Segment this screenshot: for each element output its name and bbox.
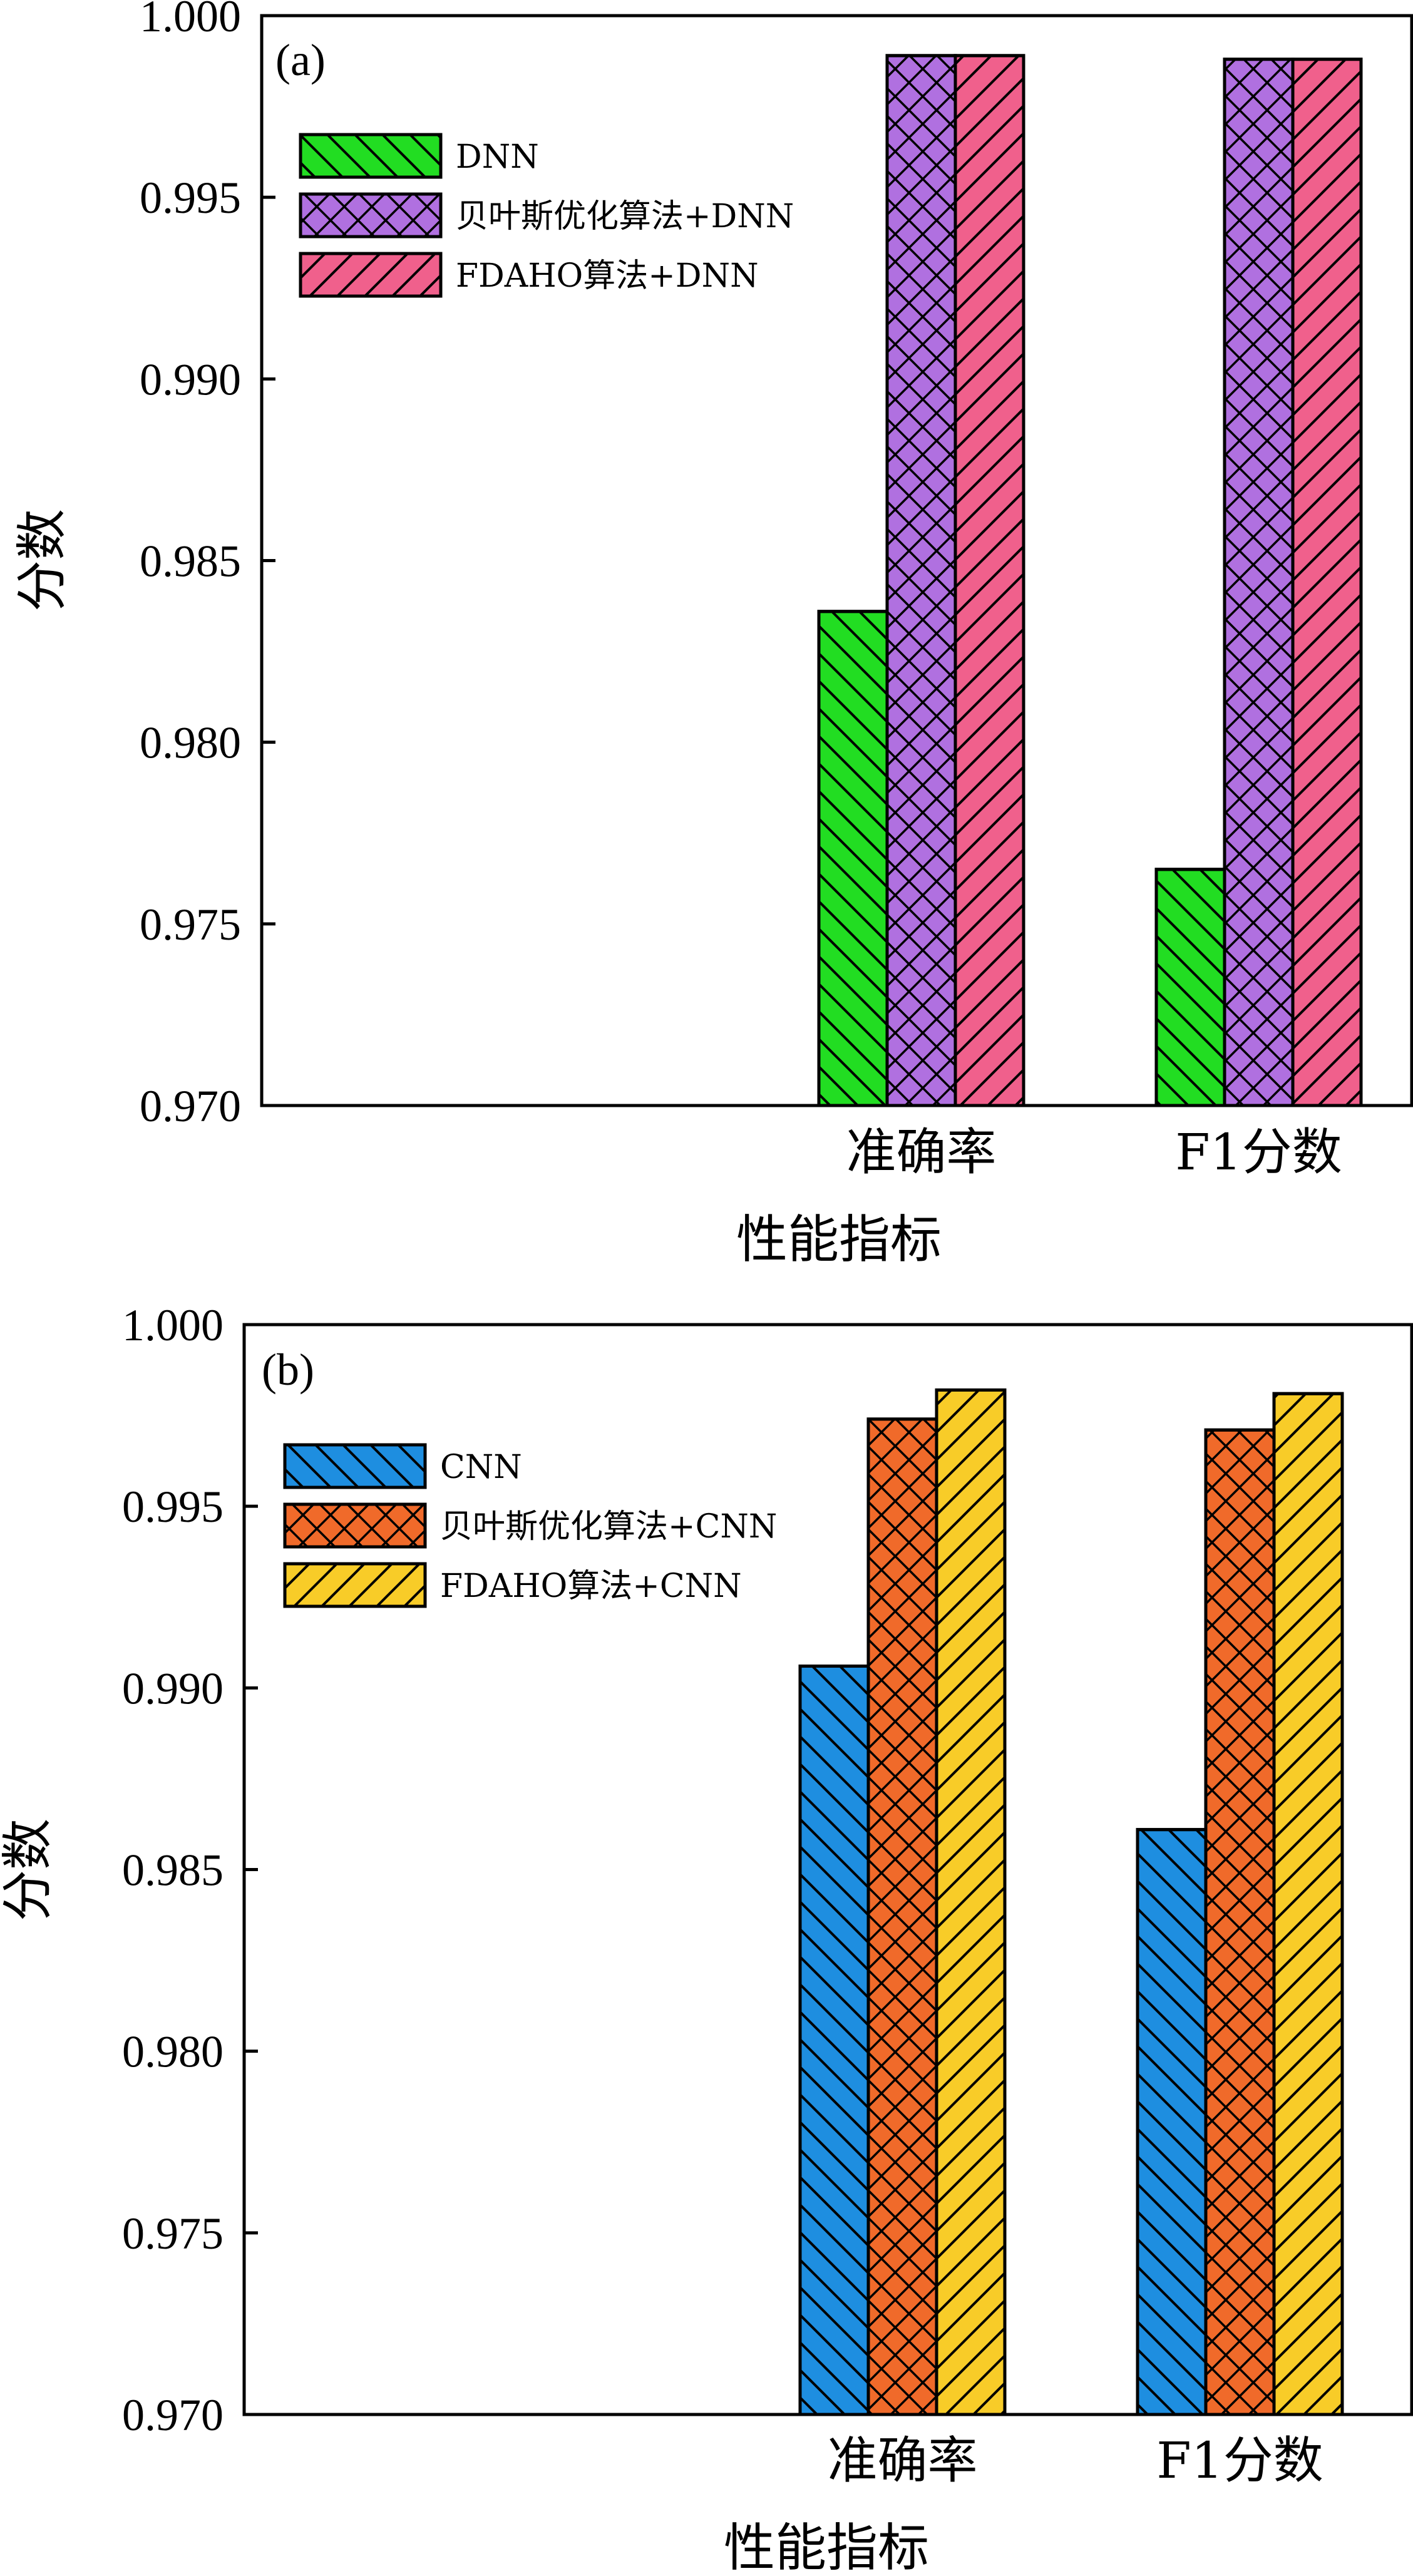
legend-label: 贝叶斯优化算法+CNN	[440, 1508, 777, 1546]
y-tick-label: 0.980	[140, 718, 241, 768]
panel-a-xticks: 准确率 F1分数	[846, 1123, 1342, 1181]
bar-hatch	[953, 54, 1025, 1107]
y-tick-label: 0.995	[122, 1482, 224, 1532]
y-tick-label: 1.000	[140, 0, 241, 41]
legend-item: FDAHO算法+DNN	[299, 252, 759, 298]
legend-label: 贝叶斯优化算法+DNN	[456, 198, 794, 235]
bar-hatch	[817, 610, 889, 1107]
legend-swatch-dnn-hatch	[299, 133, 443, 179]
bar-hatch	[1223, 58, 1295, 1107]
panel-b: 0.970 0.975 0.980 0.985 0.990 0.995 1.000 准确率 F…	[0, 1300, 1413, 2576]
panel-a-legend: DNN 贝叶斯优化算法+DNN FDAHO算法+DNN	[299, 133, 794, 298]
bar-hatch	[1154, 868, 1226, 1107]
legend-swatch-fdaho-dnn-hatch	[299, 252, 443, 298]
y-tick-label: 0.980	[122, 2027, 224, 2077]
panel-a-label: (a)	[275, 35, 326, 85]
legend-label: FDAHO算法+DNN	[456, 257, 759, 295]
y-tick-label: 0.990	[140, 354, 241, 404]
panel-a-bars	[817, 54, 1363, 1107]
bar-hatch	[1204, 1428, 1276, 2416]
panel-a-plot-frame	[260, 14, 1413, 1107]
legend-swatch-bayes-dnn-hatch	[299, 192, 443, 239]
bar-hatch	[1272, 1392, 1344, 2416]
panel-b-label: (b)	[262, 1345, 314, 1395]
legend-label: DNN	[456, 138, 539, 176]
x-tick-label: F1分数	[1156, 2431, 1323, 2490]
panel-b-plot-frame	[242, 1323, 1413, 2416]
panel-a-yticks: 0.970 0.975 0.980 0.985 0.990 0.995 1.000	[140, 0, 275, 1131]
panel-b-bars	[798, 1388, 1344, 2416]
x-tick-label: 准确率	[828, 2431, 978, 2490]
bar-hatch	[1291, 58, 1363, 1107]
bar-hatch	[1136, 1828, 1208, 2416]
legend-item: DNN	[299, 133, 539, 179]
panel-b-yticks: 0.970 0.975 0.980 0.985 0.990 0.995 1.000	[122, 1300, 258, 2440]
y-tick-label: 0.975	[122, 2209, 224, 2259]
y-tick-label: 0.990	[122, 1663, 224, 1713]
legend-swatch-fdaho-cnn-hatch	[283, 1562, 427, 1608]
legend-swatch-bayes-cnn-hatch	[283, 1502, 427, 1549]
y-tick-label: 0.985	[140, 536, 241, 587]
panel-b-legend: CNN 贝叶斯优化算法+CNN FDAHO算法+CNN	[283, 1443, 777, 1608]
bar-hatch	[935, 1388, 1007, 2416]
y-tick-label: 0.985	[122, 1845, 224, 1896]
legend-item: 贝叶斯优化算法+DNN	[299, 192, 794, 239]
x-tick-label: F1分数	[1175, 1123, 1342, 1181]
y-tick-label: 0.970	[122, 2390, 224, 2440]
bar-hatch	[866, 1417, 938, 2416]
y-tick-label: 1.000	[122, 1300, 224, 1350]
legend-item: FDAHO算法+CNN	[283, 1562, 742, 1608]
y-tick-label: 0.970	[140, 1081, 241, 1131]
panel-a-xlabel: 性能指标	[736, 1210, 942, 1270]
panel-a: 0.970 0.975 0.980 0.985 0.990 0.995 1.000 准确率 F…	[13, 0, 1413, 1270]
y-tick-label: 0.995	[140, 173, 241, 223]
legend-swatch-cnn-hatch	[283, 1443, 427, 1489]
panel-b-ylabel: 分数	[0, 1819, 58, 1921]
legend-item: CNN	[283, 1443, 522, 1489]
bar-hatch	[798, 1665, 870, 2416]
y-tick-label: 0.975	[140, 900, 241, 950]
legend-label: CNN	[440, 1449, 522, 1486]
bar-hatch	[885, 54, 957, 1107]
panel-b-xlabel: 性能指标	[724, 2518, 929, 2576]
x-tick-label: 准确率	[846, 1123, 997, 1181]
panel-a-ylabel: 分数	[13, 509, 72, 612]
panel-b-xticks: 准确率 F1分数	[828, 2431, 1323, 2490]
legend-item: 贝叶斯优化算法+CNN	[283, 1502, 777, 1549]
legend-label: FDAHO算法+CNN	[440, 1568, 742, 1605]
